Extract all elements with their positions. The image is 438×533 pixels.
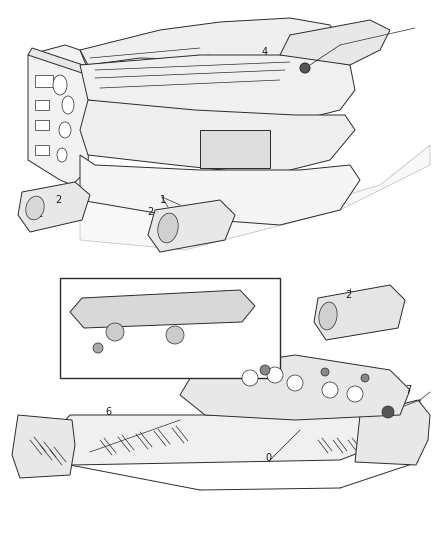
Polygon shape	[80, 100, 355, 175]
Text: 1: 1	[329, 304, 335, 314]
Text: 2: 2	[55, 195, 61, 205]
Polygon shape	[355, 400, 430, 465]
FancyBboxPatch shape	[35, 75, 53, 87]
Circle shape	[322, 382, 338, 398]
FancyBboxPatch shape	[35, 120, 49, 130]
Circle shape	[106, 323, 124, 341]
FancyBboxPatch shape	[200, 130, 270, 168]
FancyBboxPatch shape	[35, 100, 49, 110]
Circle shape	[260, 365, 270, 375]
Ellipse shape	[319, 302, 337, 330]
Polygon shape	[28, 45, 90, 185]
Polygon shape	[18, 182, 90, 232]
Circle shape	[93, 343, 103, 353]
Text: 9: 9	[113, 321, 119, 331]
Text: 0: 0	[265, 453, 271, 463]
Polygon shape	[80, 155, 360, 225]
Polygon shape	[80, 55, 355, 125]
Circle shape	[347, 386, 363, 402]
Text: 6: 6	[105, 407, 111, 417]
Ellipse shape	[59, 122, 71, 138]
Circle shape	[166, 326, 184, 344]
Ellipse shape	[26, 196, 44, 220]
Polygon shape	[12, 415, 75, 478]
Text: 11: 11	[154, 327, 166, 337]
Ellipse shape	[158, 213, 178, 243]
Polygon shape	[80, 145, 430, 250]
Ellipse shape	[57, 148, 67, 162]
Polygon shape	[80, 18, 340, 65]
Ellipse shape	[62, 96, 74, 114]
Polygon shape	[180, 355, 410, 420]
Polygon shape	[48, 400, 420, 465]
Text: 1: 1	[37, 209, 43, 219]
Ellipse shape	[53, 75, 67, 95]
FancyBboxPatch shape	[35, 145, 49, 155]
Polygon shape	[70, 290, 255, 328]
Text: 7: 7	[405, 385, 411, 395]
Text: 2: 2	[345, 290, 351, 300]
Circle shape	[267, 367, 283, 383]
Text: 2: 2	[147, 207, 153, 217]
Circle shape	[242, 370, 258, 386]
Circle shape	[321, 368, 329, 376]
Circle shape	[361, 374, 369, 382]
Polygon shape	[28, 48, 92, 75]
FancyBboxPatch shape	[60, 278, 280, 378]
Circle shape	[382, 406, 394, 418]
Text: 1: 1	[160, 195, 166, 205]
Polygon shape	[314, 285, 405, 340]
Polygon shape	[148, 200, 235, 252]
Polygon shape	[280, 20, 390, 65]
Text: 5: 5	[140, 285, 146, 295]
Text: 4: 4	[262, 47, 268, 57]
Circle shape	[300, 63, 310, 73]
Circle shape	[287, 375, 303, 391]
